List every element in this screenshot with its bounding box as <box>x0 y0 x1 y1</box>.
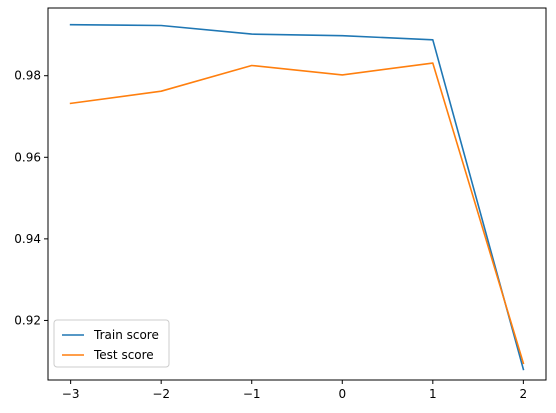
legend: Train score Test score <box>53 319 170 368</box>
y-tick-label: 0.98 <box>14 69 41 83</box>
legend-label: Train score <box>93 328 159 342</box>
x-tick-label: 0 <box>338 387 346 401</box>
legend-label: Test score <box>93 348 154 362</box>
plot-frame <box>47 7 547 381</box>
x-axis: −3 −2 −1 0 1 2 <box>62 380 527 401</box>
y-axis: 0.92 0.94 0.96 0.98 <box>14 69 48 327</box>
y-tick-label: 0.94 <box>14 232 41 246</box>
plot-lines <box>69 23 525 371</box>
x-tick-label: −3 <box>62 387 80 401</box>
y-tick-label: 0.92 <box>14 313 41 327</box>
x-tick-label: −1 <box>243 387 261 401</box>
x-tick-label: 1 <box>429 387 437 401</box>
series-line-train-score <box>69 23 525 371</box>
x-tick-label: −2 <box>152 387 170 401</box>
x-tick-label: 2 <box>520 387 528 401</box>
series-line-test-score <box>69 62 525 365</box>
y-tick-label: 0.96 <box>14 150 41 164</box>
